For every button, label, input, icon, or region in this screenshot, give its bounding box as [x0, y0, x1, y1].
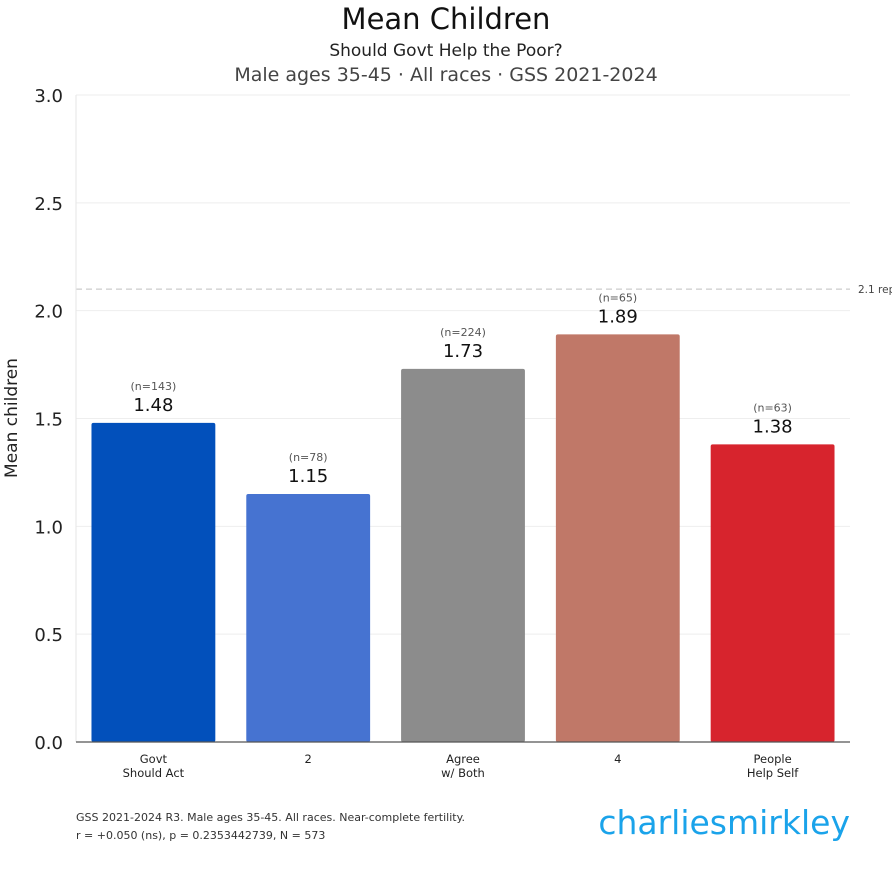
y-tick-label: 0.0	[34, 733, 63, 754]
bar	[555, 334, 680, 742]
chart-subtitle-demographics: Male ages 35-45 · All races · GSS 2021-2…	[234, 64, 658, 86]
bar	[401, 368, 525, 742]
sample-size-label: (n=65)	[598, 291, 637, 304]
y-tick-label: 2.5	[34, 194, 63, 215]
sample-size-label: (n=78)	[289, 451, 328, 464]
bar-labels: 1.48 (n=143) 1.15 (n=78) 1.73 (n=224) 1.89 (n=6…	[131, 291, 793, 487]
bars	[91, 334, 835, 742]
footer-note-stats: r = +0.050 (ns), p = 0.2353442739, N = 5…	[76, 829, 326, 842]
y-tick-label: 2.0	[34, 302, 63, 323]
chart-subtitle: Should Govt Help the Poor?	[329, 41, 563, 61]
y-tick-label: 1.0	[34, 517, 63, 538]
value-label: 1.48	[133, 395, 173, 416]
value-label: 1.38	[753, 416, 793, 437]
sample-size-label: (n=224)	[440, 326, 486, 339]
value-label: 1.89	[598, 306, 638, 327]
brand-watermark: charliesmirkley	[598, 803, 850, 842]
reference-line-group: 2.1 rep	[76, 284, 892, 296]
replacement-rate-label: 2.1 rep	[858, 284, 892, 296]
x-tick-label: 4	[614, 752, 621, 766]
x-tick-label: People	[753, 752, 791, 766]
x-tick-label: Govt	[140, 752, 168, 766]
y-tick-label: 0.5	[34, 625, 63, 646]
x-tick-label: Should Act	[123, 766, 185, 780]
bar	[710, 444, 835, 742]
sample-size-label: (n=143)	[131, 380, 177, 393]
value-label: 1.15	[288, 466, 328, 487]
y-axis-label: Mean children	[2, 358, 22, 478]
bar	[91, 422, 216, 742]
x-tick-label: 2	[305, 752, 312, 766]
bar	[246, 493, 371, 742]
x-tick-label: Help Self	[747, 766, 799, 780]
x-tick-label: Agree	[446, 752, 480, 766]
sample-size-label: (n=63)	[753, 401, 792, 414]
value-label: 1.73	[443, 341, 483, 362]
bar-chart: 2.1 rep 1.48 (n=143) 1.15 (n=78) 1.73 (n=224)…	[2, 86, 892, 780]
x-tick-label: w/ Both	[441, 766, 485, 780]
footer-note-source: GSS 2021-2024 R3. Male ages 35-45. All r…	[76, 811, 466, 824]
chart-title: Mean Children	[341, 2, 551, 36]
y-tick-label: 3.0	[34, 86, 63, 107]
y-tick-label: 1.5	[34, 410, 63, 431]
